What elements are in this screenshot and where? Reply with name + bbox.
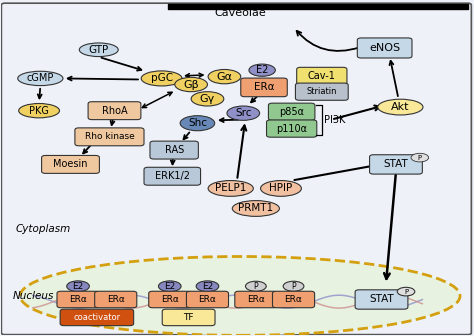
Text: RhoA: RhoA: [101, 106, 128, 116]
FancyBboxPatch shape: [355, 290, 408, 309]
Ellipse shape: [208, 180, 253, 196]
Text: P: P: [291, 282, 296, 291]
Text: Gγ: Gγ: [200, 94, 215, 104]
FancyBboxPatch shape: [42, 156, 100, 173]
Text: E2: E2: [164, 282, 175, 291]
Ellipse shape: [261, 180, 301, 196]
Ellipse shape: [283, 281, 304, 291]
Ellipse shape: [378, 99, 423, 115]
FancyBboxPatch shape: [235, 291, 277, 308]
FancyBboxPatch shape: [1, 3, 471, 335]
Text: eNOS: eNOS: [369, 43, 400, 53]
FancyBboxPatch shape: [295, 83, 348, 100]
Text: TF: TF: [183, 313, 194, 322]
FancyBboxPatch shape: [57, 291, 99, 308]
Ellipse shape: [196, 281, 219, 292]
FancyBboxPatch shape: [144, 167, 201, 185]
FancyBboxPatch shape: [241, 78, 287, 97]
Ellipse shape: [191, 92, 224, 106]
Text: Moesin: Moesin: [53, 159, 88, 169]
Text: cGMP: cGMP: [27, 74, 54, 83]
FancyBboxPatch shape: [75, 128, 144, 146]
Text: ERα: ERα: [107, 295, 125, 304]
Ellipse shape: [20, 256, 460, 335]
Text: P: P: [254, 282, 258, 291]
Text: Shc: Shc: [188, 118, 207, 128]
FancyBboxPatch shape: [162, 309, 215, 326]
Text: ERK1/2: ERK1/2: [155, 171, 190, 181]
Text: PRMT1: PRMT1: [238, 204, 273, 213]
Ellipse shape: [246, 281, 266, 291]
Text: ERα: ERα: [254, 82, 274, 92]
FancyBboxPatch shape: [149, 291, 191, 308]
Text: ERα: ERα: [161, 295, 179, 304]
Text: STAT: STAT: [383, 159, 408, 169]
Text: coactivator: coactivator: [73, 313, 120, 322]
Ellipse shape: [67, 281, 90, 292]
Text: Caveolae: Caveolae: [214, 8, 266, 18]
Text: Striatin: Striatin: [307, 87, 337, 96]
Text: GTP: GTP: [89, 45, 109, 55]
Ellipse shape: [227, 106, 260, 120]
Text: ERα: ERα: [284, 295, 302, 304]
Text: RAS: RAS: [164, 145, 184, 155]
Ellipse shape: [158, 281, 181, 292]
FancyBboxPatch shape: [268, 103, 315, 120]
Text: Cytoplasm: Cytoplasm: [15, 224, 71, 234]
Text: p110α: p110α: [276, 124, 307, 134]
Ellipse shape: [397, 287, 415, 296]
Ellipse shape: [79, 43, 118, 56]
Ellipse shape: [411, 153, 428, 162]
Ellipse shape: [208, 70, 241, 84]
Text: E2: E2: [202, 282, 213, 291]
Ellipse shape: [141, 71, 182, 86]
Ellipse shape: [18, 71, 63, 86]
Ellipse shape: [175, 77, 208, 92]
Text: E2: E2: [73, 282, 84, 291]
FancyBboxPatch shape: [150, 141, 198, 159]
FancyBboxPatch shape: [273, 291, 315, 308]
Text: Cav-1: Cav-1: [308, 71, 336, 81]
Text: PELP1: PELP1: [215, 183, 246, 194]
Text: P: P: [404, 289, 408, 295]
Text: P: P: [418, 155, 422, 161]
Text: STAT: STAT: [369, 294, 394, 304]
Text: ERα: ERα: [69, 295, 87, 304]
Text: p85α: p85α: [279, 107, 304, 117]
Ellipse shape: [180, 116, 215, 131]
Text: Gβ: Gβ: [183, 80, 199, 89]
FancyBboxPatch shape: [95, 291, 137, 308]
Text: Nucleus: Nucleus: [13, 291, 54, 301]
Ellipse shape: [18, 103, 60, 118]
Text: Akt: Akt: [391, 102, 410, 112]
Text: Gα: Gα: [217, 72, 232, 82]
FancyBboxPatch shape: [370, 155, 422, 174]
Text: pGC: pGC: [151, 74, 173, 83]
Text: PKG: PKG: [29, 106, 49, 116]
FancyBboxPatch shape: [357, 38, 412, 58]
FancyBboxPatch shape: [88, 102, 141, 120]
Ellipse shape: [232, 201, 279, 216]
FancyBboxPatch shape: [60, 309, 134, 326]
Text: PI3K: PI3K: [324, 115, 346, 125]
Ellipse shape: [249, 64, 275, 76]
Text: E2: E2: [256, 65, 268, 75]
FancyBboxPatch shape: [297, 67, 347, 85]
Text: Src: Src: [235, 108, 252, 118]
FancyBboxPatch shape: [186, 291, 228, 308]
Text: HPIP: HPIP: [269, 183, 292, 194]
FancyBboxPatch shape: [266, 120, 317, 137]
Text: ERα: ERα: [247, 295, 265, 304]
Text: ERα: ERα: [199, 295, 217, 304]
Text: Rho kinase: Rho kinase: [84, 132, 134, 141]
